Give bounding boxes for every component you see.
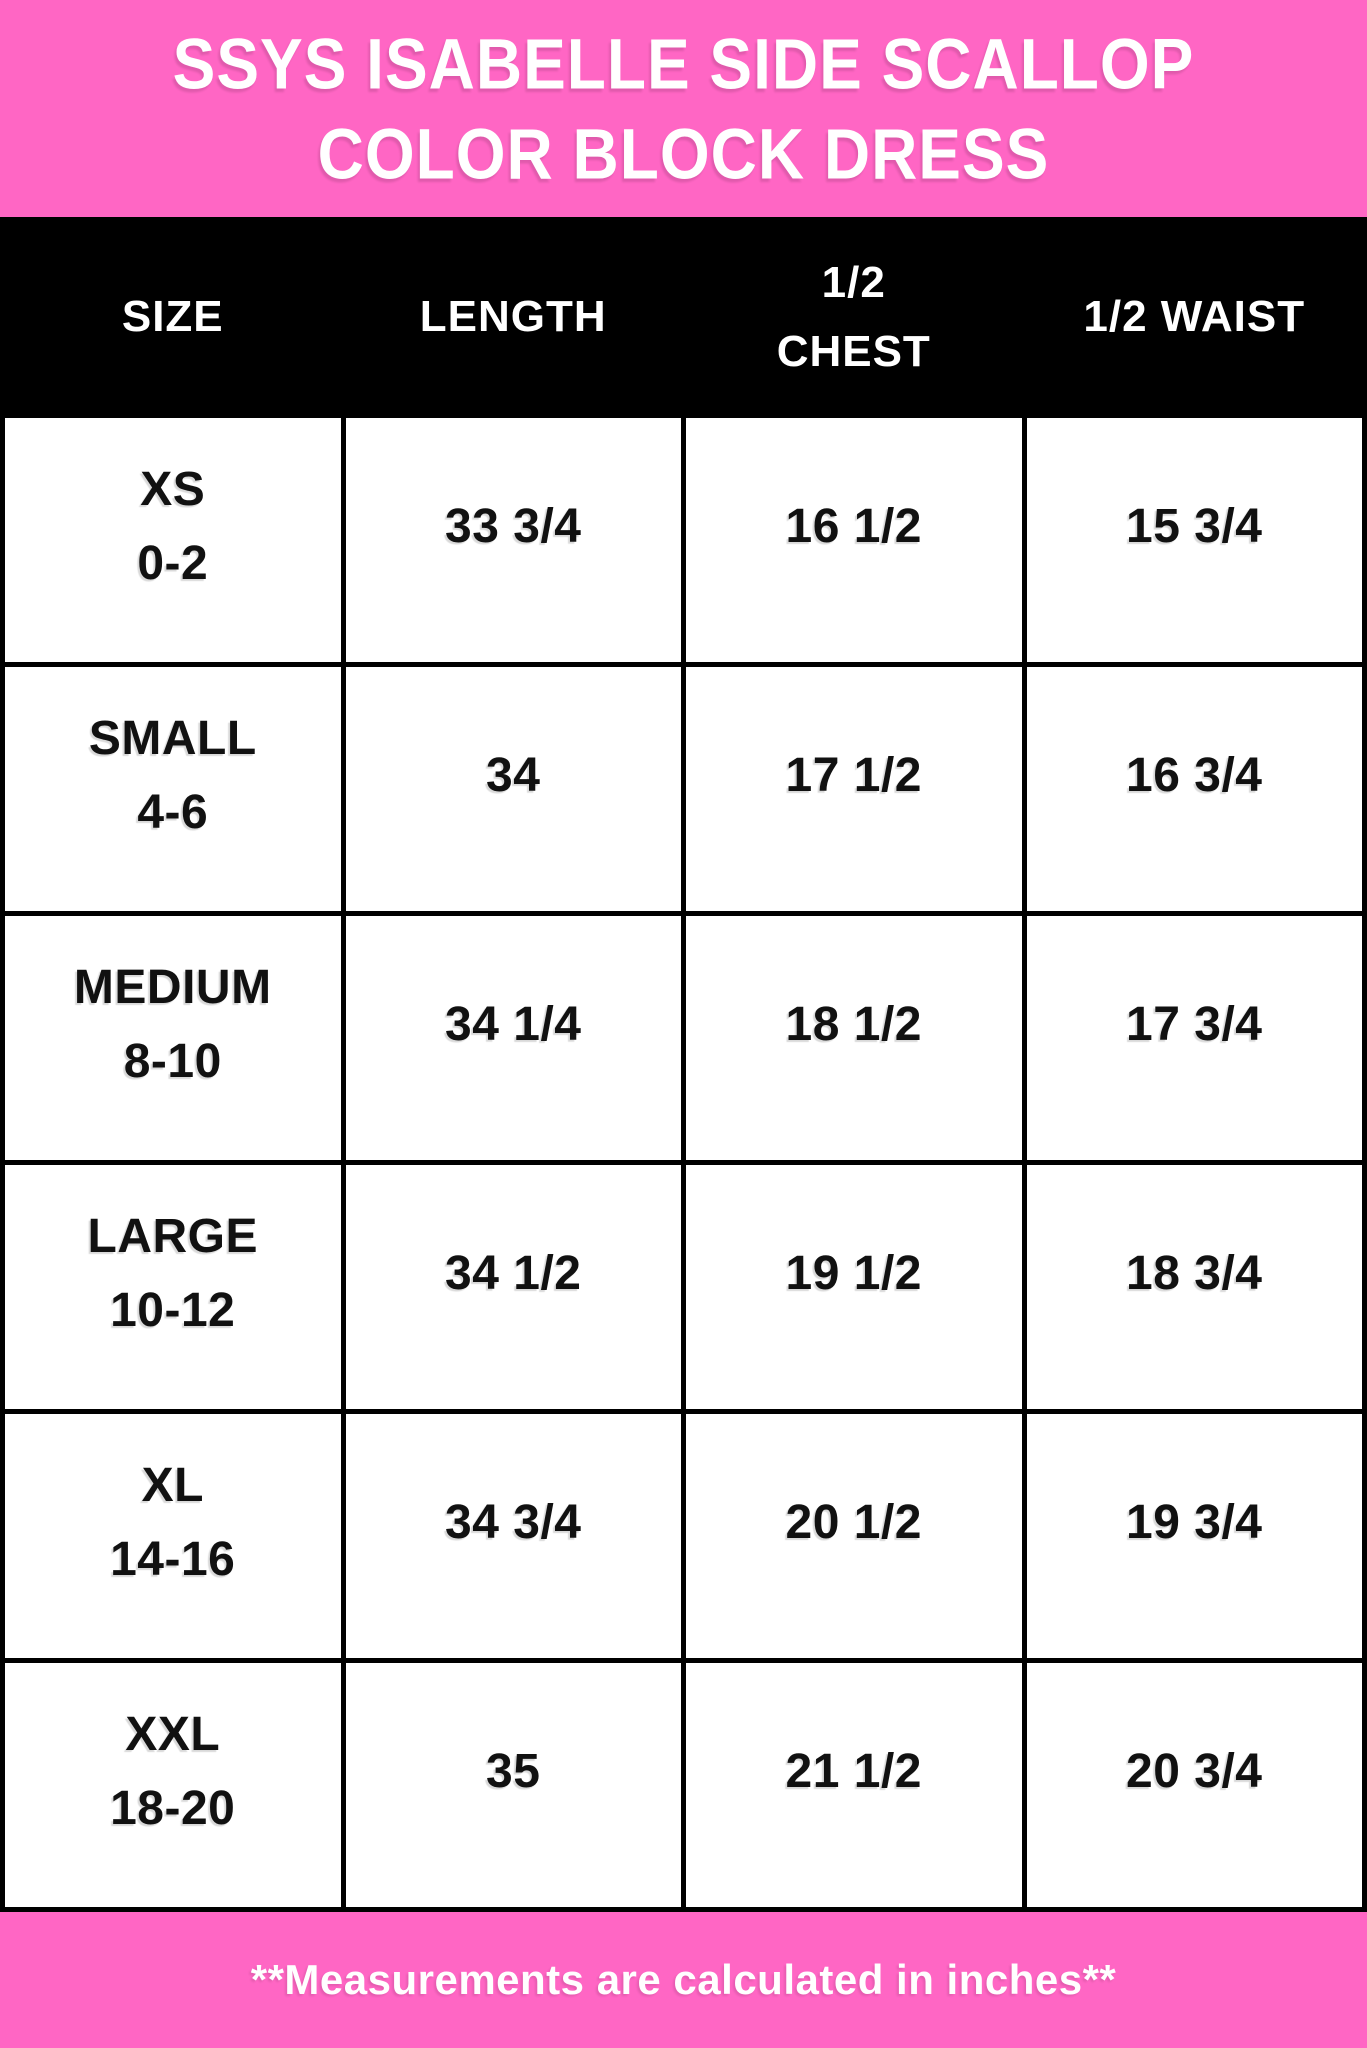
- size-range: 14-16: [110, 1532, 236, 1586]
- chest-cell: 17 1/2: [681, 662, 1027, 916]
- length-cell: 34: [340, 662, 686, 916]
- size-name: SMALL: [88, 711, 257, 765]
- waist-cell: 16 3/4: [1021, 662, 1367, 916]
- size-name: MEDIUM: [73, 960, 272, 1014]
- size-table: SIZE LENGTH 1/2 CHEST 1/2 WAIST XS 0-2 3…: [0, 217, 1367, 1912]
- size-cell: SMALL 4-6: [0, 662, 346, 916]
- chest-cell: 16 1/2: [681, 413, 1027, 667]
- size-range: 4-6: [137, 785, 209, 839]
- table-row-medium: MEDIUM 8-10 34 1/4 18 1/2 17 3/4: [0, 911, 1367, 1165]
- chest-cell: 19 1/2: [681, 1160, 1027, 1414]
- chest-cell: 20 1/2: [681, 1409, 1027, 1663]
- waist-cell: 17 3/4: [1021, 911, 1367, 1165]
- page-title-line-2: COLOR BLOCK DRESS: [317, 113, 1050, 194]
- length-cell: 35: [340, 1658, 686, 1912]
- size-name: XXL: [125, 1707, 221, 1761]
- size-name: LARGE: [87, 1209, 258, 1263]
- table-row-xl: XL 14-16 34 3/4 20 1/2 19 3/4: [0, 1409, 1367, 1663]
- waist-cell: 19 3/4: [1021, 1409, 1367, 1663]
- footer-banner: **Measurements are calculated in inches*…: [0, 1912, 1367, 2048]
- page-title-line-1: SSYS ISABELLE SIDE SCALLOP: [172, 23, 1195, 104]
- table-row-large: LARGE 10-12 34 1/2 19 1/2 18 3/4: [0, 1160, 1367, 1414]
- size-cell: LARGE 10-12: [0, 1160, 346, 1414]
- size-cell: XXL 18-20: [0, 1658, 346, 1912]
- chest-cell: 18 1/2: [681, 911, 1027, 1165]
- waist-cell: 15 3/4: [1021, 413, 1367, 667]
- size-cell: XS 0-2: [0, 413, 346, 667]
- waist-cell: 18 3/4: [1021, 1160, 1367, 1414]
- length-cell: 34 1/4: [340, 911, 686, 1165]
- size-range: 18-20: [110, 1781, 236, 1835]
- size-cell: XL 14-16: [0, 1409, 346, 1663]
- length-cell: 34 3/4: [340, 1409, 686, 1663]
- measurement-note: **Measurements are calculated in inches*…: [250, 1956, 1117, 2003]
- title-banner: SSYS ISABELLE SIDE SCALLOP COLOR BLOCK D…: [0, 0, 1367, 217]
- table-row-xxl: XXL 18-20 35 21 1/2 20 3/4: [0, 1658, 1367, 1912]
- size-name: XS: [140, 462, 206, 516]
- size-name: XL: [141, 1458, 204, 1512]
- table-row-small: SMALL 4-6 34 17 1/2 16 3/4: [0, 662, 1367, 916]
- waist-cell: 20 3/4: [1021, 1658, 1367, 1912]
- length-cell: 33 3/4: [340, 413, 686, 667]
- length-cell: 34 1/2: [340, 1160, 686, 1414]
- size-range: 0-2: [137, 536, 209, 590]
- column-header-length: LENGTH: [340, 217, 686, 418]
- column-header-size: SIZE: [0, 217, 346, 418]
- column-header-half-waist: 1/2 WAIST: [1021, 217, 1367, 418]
- column-header-half-chest: 1/2 CHEST: [681, 217, 1027, 418]
- table-row-xs: XS 0-2 33 3/4 16 1/2 15 3/4: [0, 413, 1367, 667]
- chest-cell: 21 1/2: [681, 1658, 1027, 1912]
- size-cell: MEDIUM 8-10: [0, 911, 346, 1165]
- size-range: 8-10: [123, 1034, 222, 1088]
- size-range: 10-12: [110, 1283, 236, 1337]
- table-header-row: SIZE LENGTH 1/2 CHEST 1/2 WAIST: [0, 217, 1367, 418]
